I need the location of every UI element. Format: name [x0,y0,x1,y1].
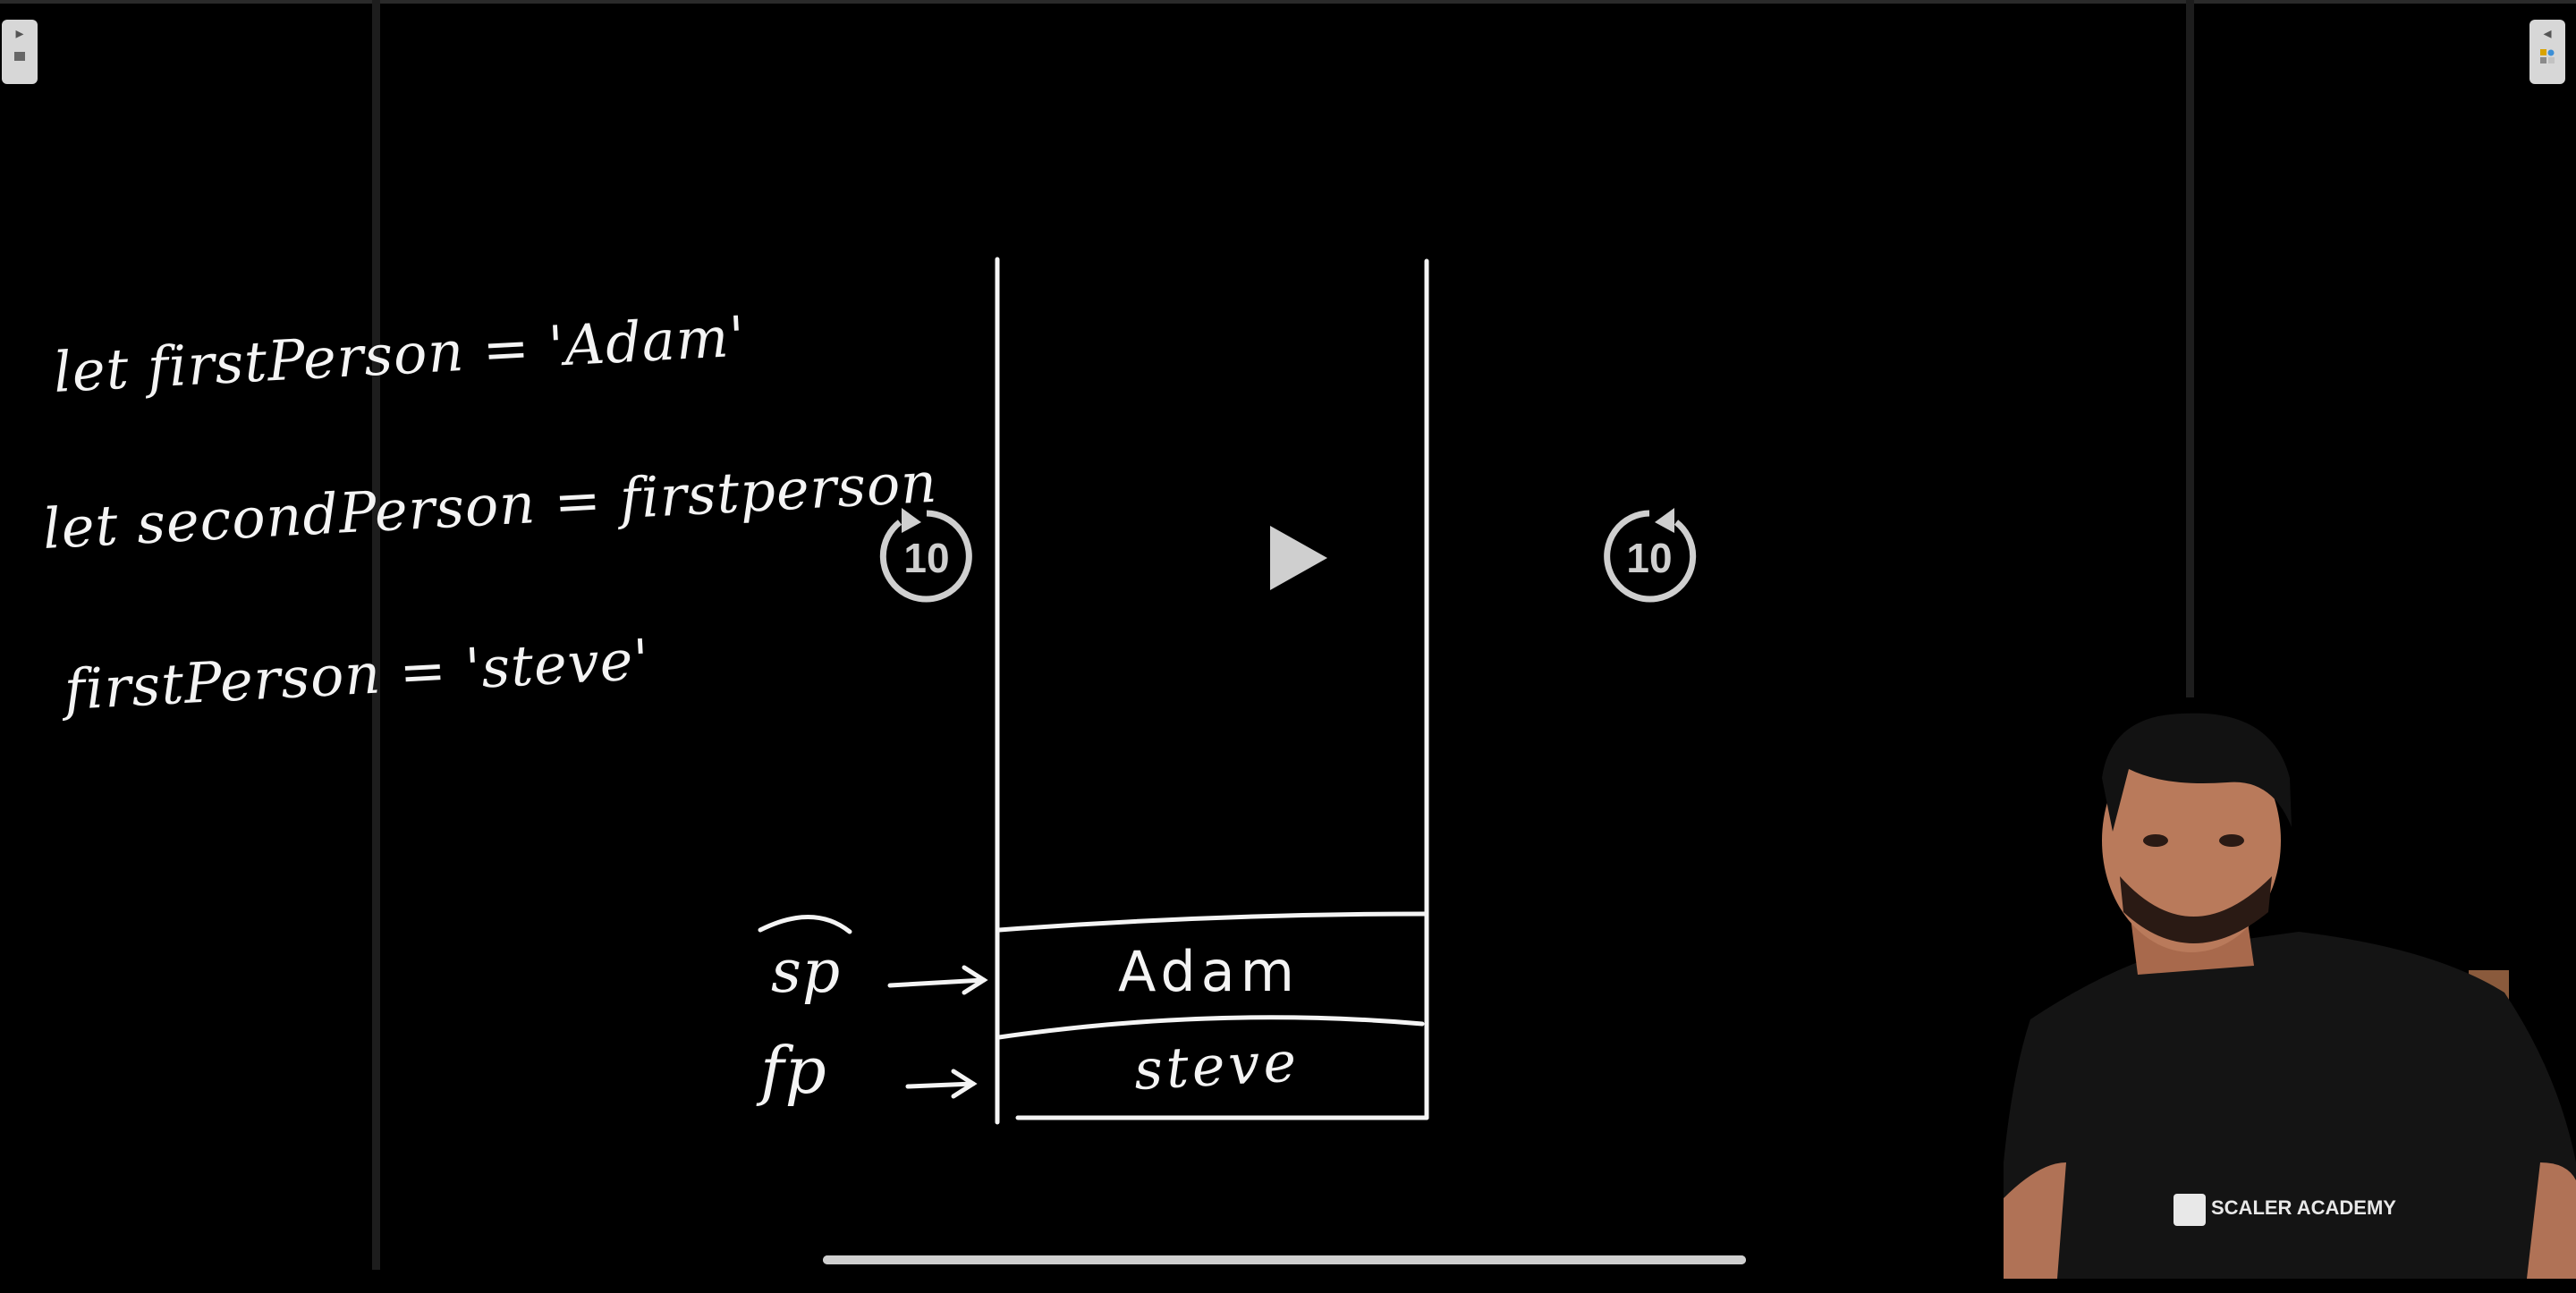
pointer-label-fp: fp [760,1033,827,1108]
presenter-hair [2102,713,2292,832]
pointer-label-sp: sp [771,937,842,1006]
sidebar-expand-icon: ▸ [15,24,24,43]
stack-cell-steve: steve [1132,1028,1301,1103]
video-progress-fill [823,1255,1746,1264]
panel-icon [14,52,25,61]
forward-10-icon: 10 [1604,508,1697,603]
stack-divider-top [996,911,1429,933]
fp-arrow [905,1081,976,1089]
forward-10-button[interactable]: 10 [1597,506,1701,610]
svg-text:10: 10 [903,535,949,581]
window-top-edge [0,0,2576,4]
rewind-10-icon: 10 [879,508,972,603]
stack-divider-middle [996,1015,1425,1040]
sp-arrow [887,977,987,988]
stack-cell-adam: Adam [1118,939,1301,1004]
presenter-face [2102,729,2281,952]
left-panel-toggle-button[interactable]: ▸ [2,20,38,84]
presenter-video: SCALER ACADEMY [2004,697,2576,1279]
shirt-logo-text: SCALER ACADEMY [2211,1196,2396,1219]
right-panel-toggle-button[interactable]: ◂ [2529,20,2565,84]
presenter-shirt [2004,932,2576,1279]
play-icon [1270,526,1327,590]
svg-text:10: 10 [1626,535,1672,581]
scaler-logo-mark [2174,1194,2206,1226]
sidebar-collapse-icon: ◂ [2543,24,2552,43]
play-button[interactable] [1263,520,1335,596]
video-progress-bar[interactable] [823,1255,1746,1264]
board-divider-left [372,0,380,1270]
board-divider-right [2186,0,2194,1270]
shapes-icon [2540,49,2555,63]
rewind-10-button[interactable]: 10 [875,506,979,610]
